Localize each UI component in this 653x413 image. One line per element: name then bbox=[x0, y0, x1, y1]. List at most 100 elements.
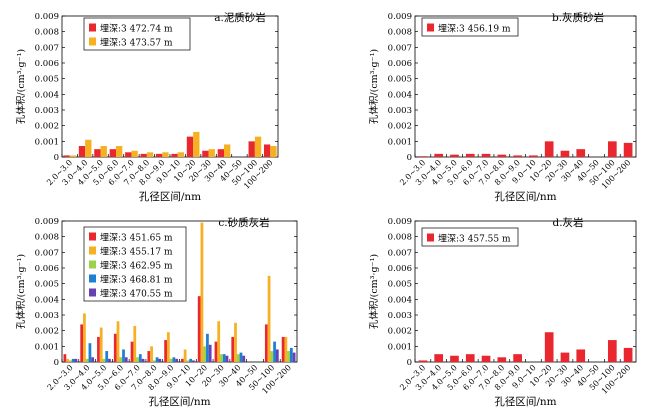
bar-5-30~40 bbox=[242, 355, 246, 362]
legend-label: 埋深:3 470.55 m bbox=[100, 289, 173, 300]
bar-3-6.0~7.0 bbox=[136, 357, 139, 362]
legend-label: 埋深:3 462.95 m bbox=[100, 261, 173, 272]
legend-swatch bbox=[89, 246, 96, 255]
y-tick-label: 0.007 bbox=[388, 43, 412, 53]
chart-panel-1: 0 0.001 0.002 0.003 0.004 0.005 0.006 0.007 0.00… bbox=[15, 11, 279, 203]
x-axis-label: 孔径区间/nm bbox=[139, 190, 201, 203]
legend: 埋深:3 472.74 m 埋深:3 473.57 m bbox=[83, 17, 191, 51]
y-axis-label: 孔体积/(cm³·g⁻¹) bbox=[15, 254, 27, 329]
bar-2-2.0~3.0 bbox=[69, 155, 77, 157]
bar-1-5.0~6.0 bbox=[113, 333, 117, 362]
bar-1-7.0~8.0 bbox=[497, 357, 507, 362]
legend-box bbox=[83, 17, 191, 51]
x-axis-label: 孔径区间/nm bbox=[148, 395, 210, 408]
bar-1-7.0~8.0 bbox=[140, 153, 147, 157]
bar-2-20~30 bbox=[217, 321, 221, 362]
bar-5-10~20 bbox=[208, 344, 212, 362]
y-tick-label: 0.005 bbox=[35, 75, 59, 85]
x-axis-label: 孔径区间/nm bbox=[494, 395, 556, 408]
bar-2-10~20 bbox=[200, 222, 204, 362]
bar-1-3.0~4.0 bbox=[434, 153, 444, 157]
y-axis-label: 孔体积/(cm³·g⁻¹) bbox=[368, 254, 380, 329]
legend-swatch bbox=[89, 274, 96, 283]
legend-swatch bbox=[89, 288, 96, 297]
bar-5-20~30 bbox=[225, 355, 229, 362]
bar-2-7.0~8.0 bbox=[146, 152, 154, 157]
legend-label: 埋深:3 472.74 m bbox=[100, 24, 173, 35]
bar-5-6.0~7.0 bbox=[141, 358, 145, 362]
bar-3-10~20 bbox=[203, 346, 207, 362]
bar-2-30~40 bbox=[224, 144, 231, 157]
y-tick-label: 0 bbox=[407, 358, 412, 368]
bar-4-30~40 bbox=[239, 352, 243, 362]
y-tick-label: 0.008 bbox=[388, 233, 412, 243]
bar-1-50~100 bbox=[607, 340, 617, 362]
bar-1-4.0~5.0 bbox=[94, 149, 101, 157]
bar-1-3.0~4.0 bbox=[78, 146, 86, 157]
bar-4-2.0~3.0 bbox=[71, 358, 75, 362]
legend-label: 埋深:3 473.57 m bbox=[100, 38, 173, 49]
bar-1-30~40 bbox=[576, 349, 586, 362]
bar-1-9.0~10 bbox=[529, 155, 538, 157]
bar-1-20~30 bbox=[214, 341, 218, 362]
y-tick-label: 0.005 bbox=[388, 75, 412, 85]
y-tick-label: 0.008 bbox=[35, 233, 59, 243]
legend: 埋深:3 457.55 m bbox=[421, 227, 519, 247]
bar-1-4.0~5.0 bbox=[450, 154, 459, 157]
bar-1-100~200 bbox=[623, 347, 633, 362]
y-tick-label: 0.003 bbox=[388, 311, 412, 321]
y-tick-label: 0.004 bbox=[35, 295, 59, 305]
bar-1-30~40 bbox=[231, 336, 235, 362]
y-tick-label: 0.009 bbox=[388, 12, 412, 22]
bar-1-2.0~3.0 bbox=[63, 155, 70, 157]
bar-1-5.0~6.0 bbox=[465, 354, 475, 362]
bar-4-7.0~8.0 bbox=[155, 357, 159, 362]
y-tick-label: 0.001 bbox=[388, 342, 412, 352]
bar-1-20~30 bbox=[202, 150, 209, 157]
bar-3-20~30 bbox=[220, 354, 223, 362]
bar-2-50~100 bbox=[267, 275, 271, 362]
y-tick-label: 0.004 bbox=[388, 295, 412, 305]
bar-1-9.0~10 bbox=[181, 358, 184, 362]
panel-title: a.泥质砂岩 bbox=[214, 11, 266, 24]
bar-4-6.0~7.0 bbox=[138, 354, 142, 362]
legend: 埋深:3 451.65 m 埋深:3 455.17 m 埋深:3 462.95 m 埋… bbox=[83, 226, 187, 302]
bar-1-8.0~9.0 bbox=[513, 155, 522, 157]
y-tick-label: 0.007 bbox=[35, 43, 59, 53]
bar-1-3.0~4.0 bbox=[434, 354, 444, 362]
bar-5-2.0~3.0 bbox=[74, 358, 78, 362]
legend-label: 埋深:3 455.17 m bbox=[100, 247, 173, 258]
bar-3-4.0~5.0 bbox=[102, 358, 106, 362]
y-tick-label: 0.002 bbox=[35, 327, 59, 337]
bar-3-50~100 bbox=[270, 351, 274, 362]
bar-2-6.0~7.0 bbox=[131, 150, 138, 157]
y-tick-label: 0.005 bbox=[388, 280, 412, 290]
bar-2-30~40 bbox=[234, 322, 237, 362]
bar-5-7.0~8.0 bbox=[158, 358, 162, 362]
y-tick-label: 0.006 bbox=[35, 264, 59, 274]
bar-4-20~30 bbox=[222, 354, 226, 362]
bar-5-4.0~5.0 bbox=[108, 358, 111, 362]
bar-1-7.0~8.0 bbox=[147, 351, 151, 362]
bar-1-6.0~7.0 bbox=[481, 153, 491, 157]
legend-box bbox=[421, 227, 519, 247]
legend-label: 埋深:3 457.55 m bbox=[438, 234, 511, 245]
bar-1-20~30 bbox=[560, 150, 570, 157]
bar-3-2.0~3.0 bbox=[69, 360, 72, 362]
bar-1-10~20 bbox=[186, 136, 194, 157]
bar-2-3.0~4.0 bbox=[83, 313, 86, 362]
bar-1-2.0~3.0 bbox=[63, 354, 67, 362]
y-tick-label: 0.002 bbox=[388, 327, 412, 337]
bar-1-10~20 bbox=[544, 141, 554, 157]
bar-4-3.0~4.0 bbox=[88, 343, 92, 362]
bar-3-30~40 bbox=[236, 354, 240, 362]
bar-1-20~30 bbox=[560, 352, 570, 362]
y-axis-label: 孔体积/(cm³·g⁻¹) bbox=[15, 49, 27, 124]
bar-2-10~20 bbox=[193, 131, 200, 157]
bar-1-50~100 bbox=[248, 141, 255, 157]
legend-box bbox=[421, 17, 519, 37]
bar-1-10~20 bbox=[197, 296, 201, 362]
bar-2-6.0~7.0 bbox=[133, 325, 137, 362]
bar-1-30~40 bbox=[217, 149, 224, 157]
